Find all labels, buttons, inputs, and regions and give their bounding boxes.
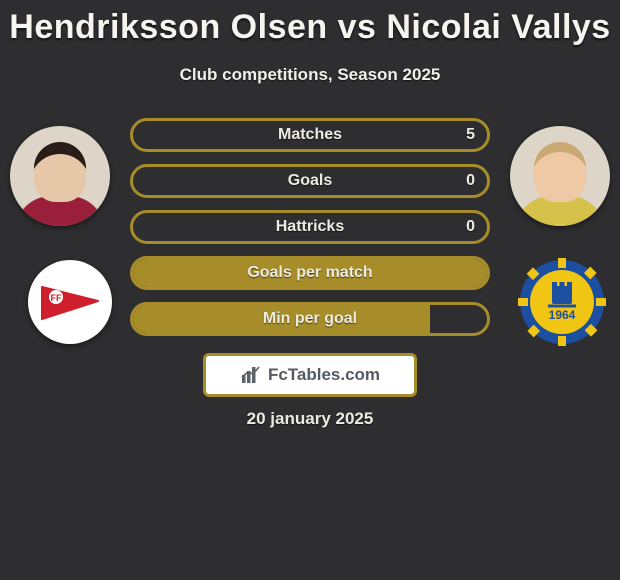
club-badge-left: FF: [28, 260, 112, 344]
stat-row-matches: Matches 5: [130, 118, 490, 152]
page-title: Hendriksson Olsen vs Nicolai Vallys: [0, 0, 620, 47]
avatar-head: [34, 142, 86, 202]
player-avatar-right: [510, 126, 610, 226]
stat-row-goals: Goals 0: [130, 164, 490, 198]
club-year: 1964: [549, 308, 576, 322]
infographic-date: 20 january 2025: [247, 409, 374, 429]
avatar-head: [534, 142, 586, 202]
site-label: FcTables.com: [268, 365, 380, 385]
stat-row-min-per-goal: Min per goal: [130, 302, 490, 336]
svg-text:FF: FF: [51, 293, 62, 303]
stat-right-value: 0: [466, 172, 475, 190]
site-badge: FcTables.com: [203, 353, 417, 397]
stat-row-hattricks: Hattricks 0: [130, 210, 490, 244]
stat-label: Min per goal: [263, 310, 357, 328]
club-logo-right-icon: 1964: [518, 258, 606, 346]
stats-container: Matches 5 Goals 0 Hattricks 0 Goals per …: [130, 118, 490, 348]
stat-right-value: 0: [466, 218, 475, 236]
stat-label: Matches: [278, 126, 342, 144]
club-logo-left-icon: FF: [38, 277, 102, 327]
stat-right-value: 5: [466, 126, 475, 144]
stat-label: Goals per match: [247, 264, 372, 282]
stat-label: Goals: [288, 172, 332, 190]
player-avatar-left: [10, 126, 110, 226]
bar-chart-icon: [240, 365, 262, 385]
page-subtitle: Club competitions, Season 2025: [0, 65, 620, 85]
stat-row-goals-per-match: Goals per match: [130, 256, 490, 290]
club-badge-right: 1964: [518, 258, 606, 346]
stat-label: Hattricks: [276, 218, 344, 236]
